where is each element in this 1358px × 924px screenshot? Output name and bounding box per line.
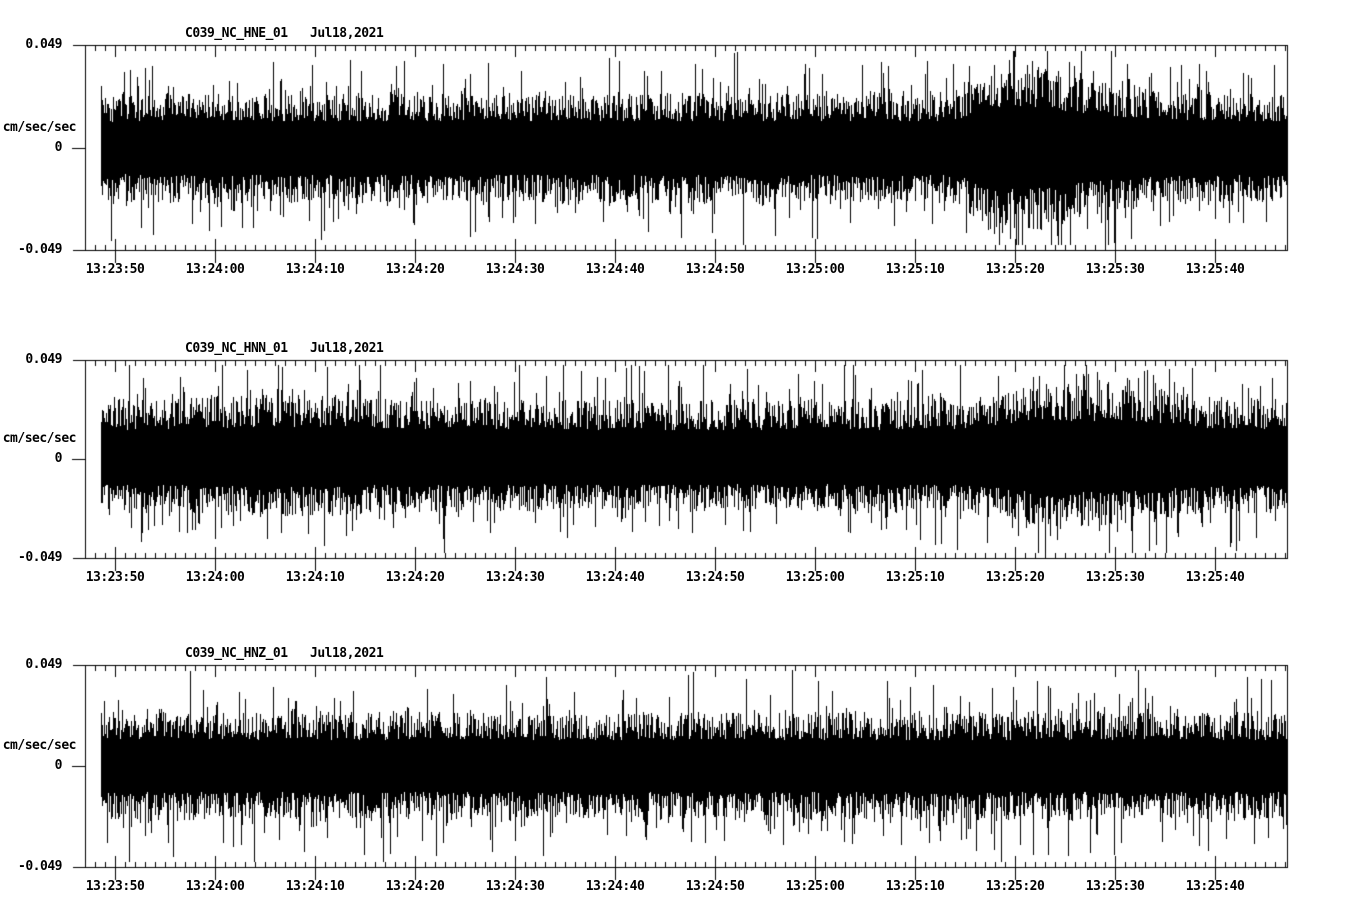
seismogram-viewer: C039_NC_HNE_01 Jul18,2021 0.049 cm/sec/s… xyxy=(0,0,1358,924)
waveform-canvas xyxy=(0,0,1358,924)
